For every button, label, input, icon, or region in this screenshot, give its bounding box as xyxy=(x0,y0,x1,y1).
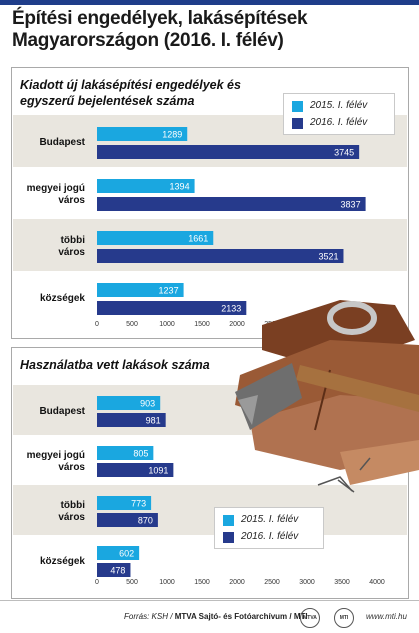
category-label: többi város xyxy=(58,500,85,523)
page-title: Építési engedélyek, lakásépítések Magyar… xyxy=(12,8,308,51)
category-label: Budapest xyxy=(39,406,85,417)
footer-source-bold: MTVA Sajtó- és Fotóarchívum / MTI xyxy=(174,612,308,621)
bar-value-label: 1237 xyxy=(159,286,179,296)
bar-2015 xyxy=(97,283,184,297)
chart-panel-permits: Kiadott új lakásépítési engedélyek és eg… xyxy=(11,67,409,339)
category-label: többi város xyxy=(58,235,85,258)
footer: Forrás: KSH / MTVA Sajtó- és Fotóarchívu… xyxy=(0,600,419,633)
footer-source: Forrás: KSH / MTVA Sajtó- és Fotóarchívu… xyxy=(124,612,308,621)
bar-2016 xyxy=(97,249,344,263)
bar-2015 xyxy=(97,179,195,193)
bar-2015 xyxy=(97,446,154,460)
x-tick-label: 4000 xyxy=(369,579,385,586)
legend-swatch-2016 xyxy=(223,532,234,543)
bar-2016 xyxy=(97,513,158,527)
legend-swatch-2016 xyxy=(292,118,303,129)
bar-value-label: 478 xyxy=(110,566,125,576)
x-tick-label: 1000 xyxy=(159,579,175,586)
legend-label-2016: 2016. I. félév xyxy=(310,117,368,128)
x-tick-label: 2000 xyxy=(229,321,245,328)
legend-permits: 2015. I. félév 2016. I. félév xyxy=(283,93,395,135)
bar-2016 xyxy=(97,301,247,315)
x-tick-label: 2500 xyxy=(264,579,280,586)
chart-panel-completed: Használatba vett lakások száma Budapest 9… xyxy=(11,347,409,599)
footer-url: www.mti.hu xyxy=(366,612,407,621)
x-tick-label: 0 xyxy=(95,579,99,586)
chart-title-completed: Használatba vett lakások száma xyxy=(20,358,210,372)
x-tick-label: 2500 xyxy=(264,321,280,328)
bar-2015 xyxy=(97,231,214,245)
x-tick-label: 2000 xyxy=(229,579,245,586)
bar-value-label: 870 xyxy=(138,516,153,526)
bar-value-label: 1661 xyxy=(188,234,208,244)
footer-source-prefix: Forrás: KSH / xyxy=(124,612,175,621)
bar-2016 xyxy=(97,197,366,211)
bar-2016 xyxy=(97,563,131,577)
category-label: községek xyxy=(40,293,85,304)
mtva-logo: MTVA xyxy=(300,608,320,628)
bar-value-label: 805 xyxy=(133,449,148,459)
bar-value-label: 981 xyxy=(146,416,161,426)
bar-value-label: 1091 xyxy=(148,466,168,476)
category-label: megyei jogú város xyxy=(27,450,86,473)
top-accent-strip xyxy=(0,0,419,5)
chart-title-permits: Kiadott új lakásépítési engedélyek és eg… xyxy=(20,78,241,108)
x-tick-label: 1500 xyxy=(194,579,210,586)
x-tick-label: 1500 xyxy=(194,321,210,328)
category-label: megyei jogú város xyxy=(27,183,86,206)
bar-value-label: 2133 xyxy=(221,304,241,314)
category-label: községek xyxy=(40,556,85,567)
x-tick-label: 500 xyxy=(126,579,138,586)
bar-value-label: 3837 xyxy=(341,200,361,210)
category-band xyxy=(13,485,407,535)
bar-2016 xyxy=(97,145,360,159)
bar-2015 xyxy=(97,127,188,141)
bar-value-label: 3521 xyxy=(318,252,338,262)
bar-value-label: 1289 xyxy=(162,130,182,140)
bar-value-label: 602 xyxy=(119,549,134,559)
legend-swatch-2015 xyxy=(292,101,303,112)
bar-value-label: 903 xyxy=(140,399,155,409)
bar-value-label: 3745 xyxy=(334,148,354,158)
bar-value-label: 1394 xyxy=(170,182,190,192)
x-tick-label: 0 xyxy=(95,321,99,328)
legend-label-2015: 2015. I. félév xyxy=(310,100,368,111)
legend-label-2016: 2016. I. félév xyxy=(241,531,299,542)
bar-2015 xyxy=(97,546,140,560)
mti-logo: MTI xyxy=(334,608,354,628)
bar-2016 xyxy=(97,463,174,477)
bar-2015 xyxy=(97,496,152,510)
x-tick-label: 3000 xyxy=(299,579,315,586)
category-label: Budapest xyxy=(39,137,85,148)
bar-2016 xyxy=(97,413,166,427)
x-tick-label: 1000 xyxy=(159,321,175,328)
legend-label-2015: 2015. I. félév xyxy=(241,514,299,525)
bar-value-label: 773 xyxy=(131,499,146,509)
legend-swatch-2015 xyxy=(223,515,234,526)
legend-completed: 2015. I. félév 2016. I. félév xyxy=(214,507,324,549)
x-tick-label: 3500 xyxy=(334,579,350,586)
x-tick-label: 500 xyxy=(126,321,138,328)
bar-2015 xyxy=(97,396,161,410)
